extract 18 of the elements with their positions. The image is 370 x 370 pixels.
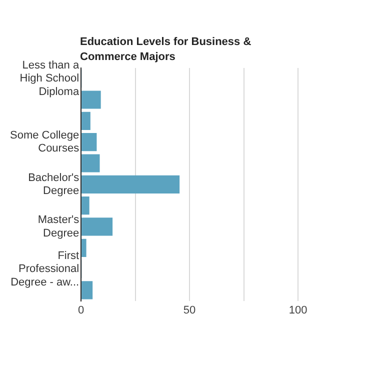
y-tick-label: Bachelor's Degree	[28, 172, 80, 198]
x-tick-label: 100	[288, 304, 308, 316]
bar	[82, 175, 180, 194]
bar	[82, 238, 86, 257]
x-tick-label: 0	[78, 304, 84, 316]
x-tick-label: 50	[183, 304, 196, 316]
y-tick-label: Master's Degree	[38, 214, 80, 240]
y-tick-label: Less than a High School Diploma	[20, 59, 80, 98]
chart-title: Education Levels for Business & Commerce Majors	[80, 35, 252, 65]
bar	[82, 196, 90, 215]
y-tick-label: First Professional Degree - aw...	[10, 250, 80, 288]
bar	[82, 90, 101, 109]
bar	[82, 154, 100, 172]
y-tick-label: Some College Courses	[10, 130, 80, 155]
bar	[82, 281, 93, 300]
bar	[82, 112, 90, 130]
bar	[82, 133, 97, 152]
bar	[82, 218, 113, 236]
